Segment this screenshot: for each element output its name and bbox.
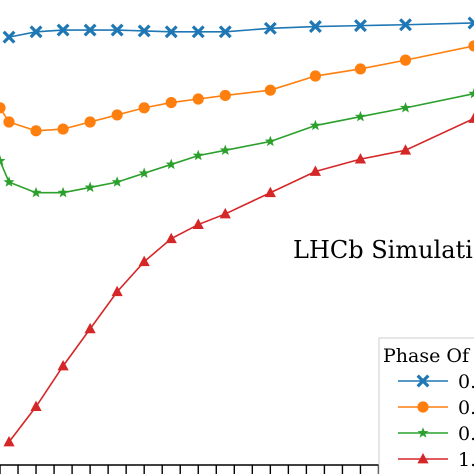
legend-label: 1. — [458, 449, 474, 471]
series-4-point — [30, 400, 42, 412]
series-4-point — [57, 359, 69, 371]
series-1-point — [308, 20, 322, 33]
series-2-point — [84, 116, 96, 128]
series-4-point — [192, 218, 204, 229]
series-1 — [2, 16, 474, 44]
series-2-point — [3, 116, 15, 128]
legend: Phase Of 0. 0. 0. 1. — [378, 337, 474, 474]
series-2-point — [192, 93, 204, 105]
series-3-point — [468, 87, 474, 99]
series-4-point — [138, 255, 150, 267]
series-4-line — [8, 117, 474, 443]
series-3-point — [3, 176, 15, 187]
series-4-point — [219, 207, 231, 219]
series-3-point — [354, 110, 366, 122]
series-2-point — [264, 84, 276, 96]
series-4-point — [468, 112, 474, 123]
series-4 — [3, 112, 474, 447]
series-1-point — [164, 25, 178, 39]
series-1-point — [467, 16, 474, 30]
series-3-point — [0, 155, 6, 166]
series-3-point — [57, 186, 69, 198]
legend-marker — [416, 374, 430, 388]
series-1-point — [263, 21, 277, 35]
series-2-point — [165, 96, 177, 109]
series-layer — [0, 16, 474, 447]
series-1-point — [399, 18, 412, 32]
series-4-point — [111, 285, 123, 297]
series-1-point — [29, 25, 43, 39]
series-2-point — [354, 63, 367, 75]
series-4-point — [309, 165, 321, 176]
series-3-point — [400, 102, 412, 113]
series-3-point — [111, 176, 123, 187]
series-4-point — [264, 186, 276, 198]
legend-entry-3: 0. — [398, 423, 474, 445]
legend-entry-4: 1. — [398, 449, 474, 471]
legend-entry-2: 0. — [398, 397, 474, 419]
series-4-point — [84, 322, 96, 334]
legend-entry-1: 0. — [398, 371, 474, 393]
legend-label: 0. — [458, 371, 474, 393]
series-3-point — [192, 149, 204, 161]
legend-label: 0. — [458, 397, 474, 419]
series-1-line — [8, 22, 474, 38]
series-3-line — [0, 92, 474, 194]
legend-marker — [417, 427, 429, 438]
legend-entries: 0. 0. 0. 1. — [398, 371, 474, 471]
series-1-point — [353, 19, 367, 33]
series-1-point — [110, 23, 124, 37]
series-2-point — [219, 89, 231, 102]
series-4-point — [399, 144, 412, 155]
series-3-point — [165, 158, 177, 170]
series-2-point — [111, 109, 123, 121]
series-2-point — [57, 123, 69, 135]
series-2-point — [0, 102, 6, 114]
legend-marker — [417, 453, 429, 464]
series-3-point — [138, 167, 150, 178]
series-3-point — [264, 135, 276, 147]
series-1-point — [191, 25, 205, 39]
series-3-point — [30, 186, 42, 198]
series-1-point — [2, 30, 16, 44]
legend-marker — [417, 401, 429, 413]
series-4-point — [354, 153, 367, 164]
series-2-point — [468, 40, 474, 52]
series-2-point — [309, 70, 321, 82]
series-2 — [0, 40, 474, 137]
legend-label: 0. — [458, 423, 474, 445]
legend-title: Phase Of — [383, 345, 471, 367]
series-2-point — [138, 102, 150, 114]
series-3 — [0, 87, 474, 198]
chart-annotation: LHCb Simulati — [293, 236, 473, 264]
series-2-point — [30, 125, 42, 137]
series-1-point — [218, 25, 232, 39]
series-1-point — [137, 24, 151, 38]
series-1-point — [56, 23, 70, 37]
series-3-point — [219, 144, 231, 155]
series-4-point — [165, 232, 177, 244]
series-4-point — [3, 436, 15, 447]
series-3-point — [84, 181, 96, 193]
series-2-point — [399, 54, 412, 66]
series-3-point — [309, 119, 321, 131]
series-1-point — [83, 23, 97, 37]
